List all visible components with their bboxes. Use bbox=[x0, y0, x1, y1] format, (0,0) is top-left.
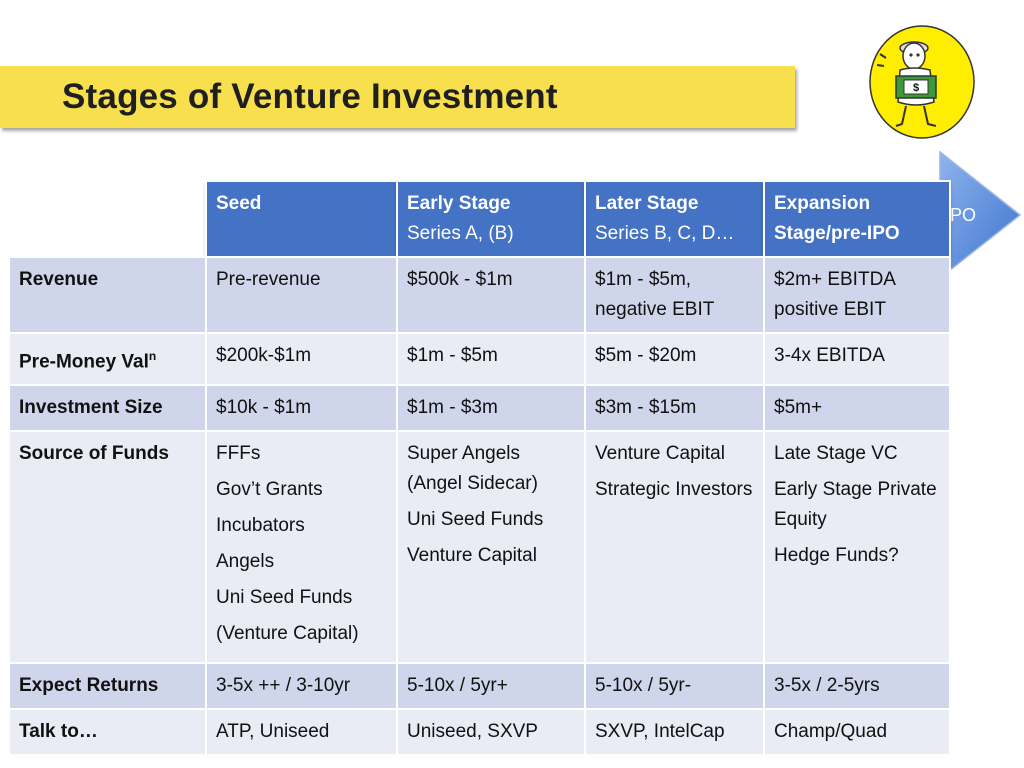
table-row: Pre-Money Valn $200k-$1m $1m - $5m $5m - $2… bbox=[8, 331, 951, 387]
table-cell: Champ/Quad bbox=[763, 708, 951, 757]
cell-line: $500k - $1m bbox=[407, 269, 513, 290]
cell-line: Early Stage Private Equity bbox=[774, 479, 937, 531]
row-label-text: Investment Size bbox=[19, 397, 163, 419]
cell-line: $5m - $20m bbox=[595, 345, 697, 366]
table-row: Investment Size $10k - $1m $1m - $3m $3m - … bbox=[8, 384, 951, 433]
cell-line: SXVP, IntelCap bbox=[595, 721, 725, 743]
cell-line: $2m+ EBITDA bbox=[774, 269, 896, 290]
ipo-label: IPO bbox=[945, 205, 977, 225]
table-cell: SXVP, IntelCap bbox=[584, 708, 765, 757]
table-cell: Late Stage VC Early Stage Private Equity H… bbox=[763, 430, 951, 665]
cell-line: Super Angels (Angel Sidecar) bbox=[407, 443, 538, 495]
table-cell: $10k - $1m bbox=[205, 384, 398, 433]
table-cell: Super Angels (Angel Sidecar) Uni Seed Fun… bbox=[396, 430, 586, 665]
cell-line: $1m - $5m bbox=[407, 345, 498, 366]
money-man-mascot-icon: $ bbox=[869, 25, 975, 139]
table-cell: $2m+ EBITDA positive EBIT bbox=[763, 256, 951, 334]
table-cell: Venture Capital Strategic Investors bbox=[584, 430, 765, 665]
cell-line: Champ/Quad bbox=[774, 721, 888, 743]
table-cell: 3-4x EBITDA bbox=[763, 331, 951, 387]
row-label: Expect Returns bbox=[8, 662, 207, 711]
cell-line: (Venture Capital) bbox=[216, 623, 359, 645]
table-cell: ATP, Uniseed bbox=[205, 708, 398, 757]
table-cell: $5m+ bbox=[763, 384, 951, 433]
cell-line: Gov’t Grants bbox=[216, 479, 323, 501]
row-label-text: Source of Funds bbox=[19, 443, 169, 465]
header-title: Later Stage bbox=[595, 193, 699, 214]
row-label: Revenue bbox=[8, 256, 207, 334]
row-label: Source of Funds bbox=[8, 430, 207, 665]
table-cell: $5m - $20m bbox=[584, 331, 765, 387]
table-cell: 3-5x ++ / 3-10yr bbox=[205, 662, 398, 711]
cell-line: Uniseed, SXVP bbox=[407, 721, 538, 743]
table-cell: $1m - $5m, negative EBIT bbox=[584, 256, 765, 334]
header-title: Early Stage bbox=[407, 193, 511, 214]
mascot-badge-text: $ bbox=[913, 82, 919, 94]
header-later-stage: Later Stage Series B, C, D… bbox=[584, 180, 765, 258]
cell-line: $5m+ bbox=[774, 397, 823, 419]
row-label: Pre-Money Valn bbox=[8, 331, 207, 387]
cell-line: $10k - $1m bbox=[216, 397, 312, 419]
title-bar bbox=[0, 66, 795, 128]
cell-line: Venture Capital bbox=[595, 443, 725, 465]
table-cell: Pre-revenue bbox=[205, 256, 398, 334]
cell-line: 3-4x EBITDA bbox=[774, 345, 885, 366]
venture-stages-table: Seed Early Stage Series A, (B) Later Stag… bbox=[8, 180, 951, 757]
header-seed: Seed bbox=[205, 180, 398, 258]
header-subtitle: Series B, C, D… bbox=[595, 223, 735, 244]
cell-line: Angels bbox=[216, 551, 275, 573]
row-label-text: Expect Returns bbox=[19, 675, 159, 697]
header-expansion-stage: Expansion Stage/pre-IPO bbox=[763, 180, 951, 258]
row-label-text: Pre-Money Val bbox=[19, 351, 149, 373]
header-blank-cell bbox=[8, 180, 207, 258]
table-row: Revenue Pre-revenue $500k - $1m $1m - $5m, n… bbox=[8, 256, 951, 334]
cell-line: Incubators bbox=[216, 515, 305, 537]
header-title: Expansion Stage/pre-IPO bbox=[774, 193, 900, 244]
header-row: Seed Early Stage Series A, (B) Later Stag… bbox=[8, 180, 951, 258]
table-cell: FFFs Gov’t Grants Incubators Angels Uni Seed… bbox=[205, 430, 398, 665]
row-label-superscript: n bbox=[148, 349, 157, 363]
row-label-text: Talk to… bbox=[19, 721, 98, 743]
table-cell: $1m - $5m bbox=[396, 331, 586, 387]
cell-line: $1m - $5m, bbox=[595, 269, 692, 290]
cell-line: Uni Seed Funds bbox=[216, 587, 353, 609]
table-row: Source of Funds FFFs Gov’t Grants Incubator… bbox=[8, 430, 951, 665]
cell-line: Venture Capital bbox=[407, 545, 537, 567]
cell-line: Late Stage VC bbox=[774, 443, 898, 465]
cell-line: Hedge Funds? bbox=[774, 545, 899, 567]
table-cell: $1m - $3m bbox=[396, 384, 586, 433]
table-cell: 5-10x / 5yr+ bbox=[396, 662, 586, 711]
cell-line: 3-5x ++ / 3-10yr bbox=[216, 675, 351, 697]
cell-line: FFFs bbox=[216, 443, 261, 465]
cell-line: negative EBIT bbox=[595, 299, 715, 320]
cell-line: positive EBIT bbox=[774, 299, 886, 320]
header-early-stage: Early Stage Series A, (B) bbox=[396, 180, 586, 258]
cell-line: Uni Seed Funds bbox=[407, 509, 544, 531]
row-label-text: Revenue bbox=[19, 269, 99, 290]
cell-line: 3-5x / 2-5yrs bbox=[774, 675, 880, 697]
cell-line: Strategic Investors bbox=[595, 479, 753, 501]
table-cell: 5-10x / 5yr- bbox=[584, 662, 765, 711]
cell-line: 5-10x / 5yr+ bbox=[407, 675, 508, 697]
table-cell: $500k - $1m bbox=[396, 256, 586, 334]
cell-line: $3m - $15m bbox=[595, 397, 697, 419]
row-label: Talk to… bbox=[8, 708, 207, 757]
table-row: Talk to… ATP, Uniseed Uniseed, SXVP SXVP, I… bbox=[8, 708, 951, 757]
cell-line: Pre-revenue bbox=[216, 269, 321, 290]
table-cell: Uniseed, SXVP bbox=[396, 708, 586, 757]
table-cell: 3-5x / 2-5yrs bbox=[763, 662, 951, 711]
cell-line: ATP, Uniseed bbox=[216, 721, 330, 743]
table-cell: $3m - $15m bbox=[584, 384, 765, 433]
header-subtitle: Series A, (B) bbox=[407, 223, 514, 244]
header-title: Seed bbox=[216, 193, 262, 214]
cell-line: $200k-$1m bbox=[216, 345, 312, 366]
table-cell: $200k-$1m bbox=[205, 331, 398, 387]
page-title: Stages of Venture Investment bbox=[62, 77, 558, 116]
row-label: Investment Size bbox=[8, 384, 207, 433]
cell-line: $1m - $3m bbox=[407, 397, 498, 419]
table-row: Expect Returns 3-5x ++ / 3-10yr 5-10x / 5y… bbox=[8, 662, 951, 711]
cell-line: 5-10x / 5yr- bbox=[595, 675, 692, 697]
